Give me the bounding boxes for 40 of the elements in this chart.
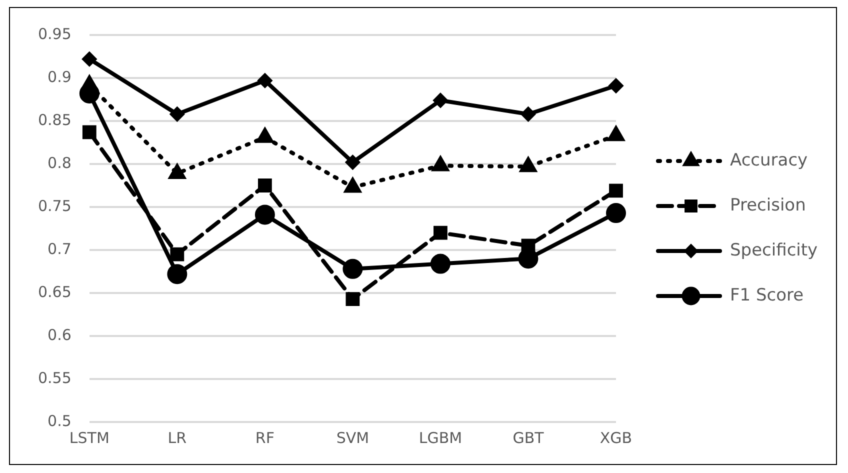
point [434,226,448,240]
legend-label: F1 Score [730,285,804,306]
point [430,254,450,274]
y-tick-label: 0.6 [48,326,72,344]
point [170,247,184,262]
point [346,292,360,306]
y-tick-label: 0.65 [38,282,72,301]
point [258,178,272,192]
y-tick-label: 0.95 [38,24,72,43]
point [342,258,363,279]
point [346,155,360,170]
y-tick-label: 0.8 [48,154,72,172]
point [606,203,626,224]
point [433,93,448,108]
y-tick-label: 0.9 [48,68,72,86]
point [167,264,188,284]
x-tick-label: LSTM [69,428,110,447]
point [82,52,96,66]
point [82,125,96,140]
legend-label: Specificity [730,240,818,260]
x-tick-label: RF [255,428,274,447]
x-tick-label: GBT [512,428,545,447]
point [609,184,623,198]
point [521,107,536,122]
legend-label: Precision [730,195,806,216]
legend-label: Accuracy [730,150,808,170]
x-tick-label: XGB [600,428,632,447]
point [609,78,623,93]
y-tick-label: 0.7 [48,240,72,258]
point [258,74,272,88]
y-tick-label: 0.5 [48,412,72,430]
y-tick-label: 0.55 [38,368,72,387]
point [170,107,184,122]
x-tick-label: LGBM [418,428,462,447]
y-tick-label: 0.75 [38,196,72,215]
y-tick-label: 0.85 [38,110,72,129]
x-tick-label: LR [168,428,187,447]
point [254,204,275,225]
x-tick-label: SVM [336,428,370,447]
point [521,238,536,253]
